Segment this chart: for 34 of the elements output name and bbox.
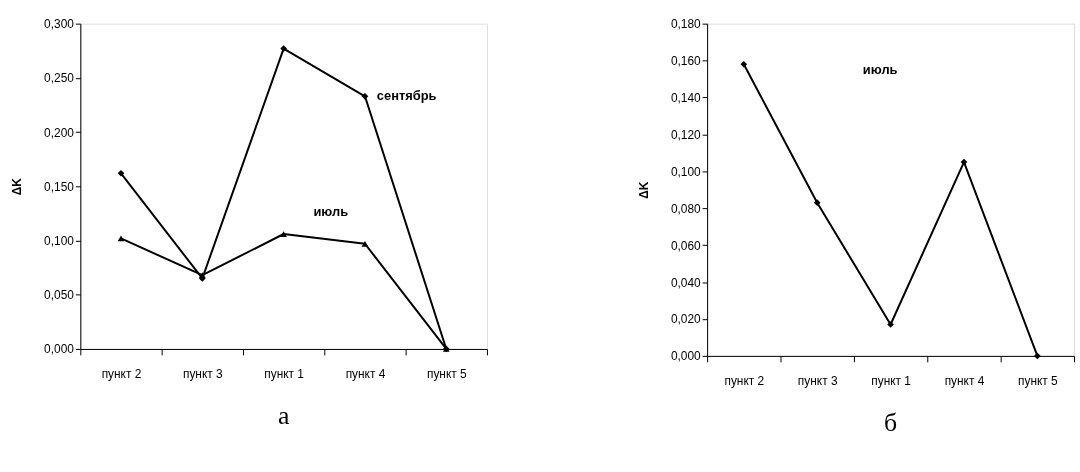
text: июль: [862, 62, 898, 78]
y-tick-label: 0,160: [670, 54, 702, 69]
y-tick-label: 0,150: [44, 179, 75, 194]
y-tick-label: 0,080: [670, 201, 702, 216]
y-axis-title: ΔK: [637, 181, 652, 199]
y-tick-label: 0,300: [44, 17, 75, 32]
y-tick-label: 0,120: [670, 127, 702, 142]
y-tick-label: 0,000: [670, 349, 702, 364]
x-tick-label: пункт 2: [724, 374, 765, 389]
series-label: сентябрь: [376, 88, 437, 104]
y-tick-label: 0,040: [670, 275, 702, 290]
y-tick-label: 0,180: [670, 17, 702, 32]
y-tick-label: 0,250: [44, 71, 75, 86]
y-tick-label: 0,200: [44, 125, 75, 140]
y-axis-title: ΔK: [10, 177, 25, 196]
x-tick-label: пункт 1: [264, 367, 305, 382]
y-tick-label: 0,100: [670, 164, 702, 179]
x-tick-label: пункт 4: [944, 374, 985, 389]
y-tick-label: 0,050: [44, 288, 75, 303]
series-label: июль: [313, 204, 349, 220]
text: а: [277, 401, 290, 431]
y-tick-label: 0,000: [44, 342, 75, 357]
x-tick-label: пункт 3: [797, 374, 838, 389]
y-tick-label: 0,020: [670, 312, 702, 327]
x-tick-label: пункт 4: [345, 367, 386, 382]
y-tick-label: 0,060: [670, 238, 702, 253]
x-tick-label: пункт 1: [871, 374, 912, 389]
x-tick-label: пункт 5: [1018, 374, 1059, 389]
text: б: [884, 408, 898, 438]
y-tick-label: 0,140: [670, 90, 702, 105]
x-tick-label: пункт 5: [426, 367, 467, 382]
x-tick-label: пункт 2: [101, 367, 142, 382]
y-tick-label: 0,100: [44, 233, 75, 248]
x-tick-label: пункт 3: [182, 367, 224, 382]
